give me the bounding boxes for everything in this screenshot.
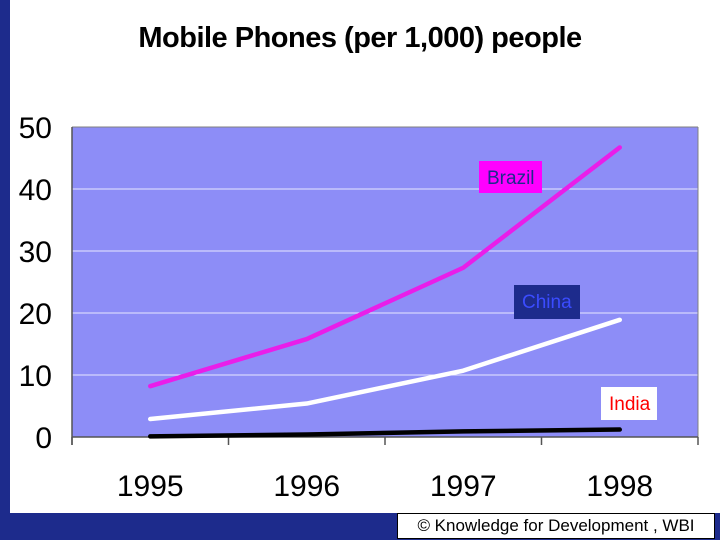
chart-title: Mobile Phones (per 1,000) people [138, 22, 582, 54]
x-axis-ticks: 1995 1996 1997 1998 [117, 470, 653, 503]
credit-footer: © Knowledge for Development , WBI [397, 513, 715, 539]
series-line-brazil [148, 145, 622, 389]
series-line-china [148, 317, 622, 422]
y-tick-label: 50 [19, 112, 52, 145]
series-label-brazil: Brazil [479, 161, 542, 193]
y-tick-label: 30 [19, 236, 52, 269]
line-chart: 0 10 20 30 40 50 1995 1996 1997 1998 [19, 112, 699, 503]
y-tick-label: 0 [35, 422, 52, 455]
series-label-china: China [514, 285, 580, 319]
y-tick-label: 10 [19, 360, 52, 393]
x-tick-label: 1997 [430, 470, 497, 503]
x-tick-label: 1996 [273, 470, 340, 503]
y-axis-ticks: 0 10 20 30 40 50 [19, 112, 52, 455]
left-frame-bar [0, 0, 10, 540]
y-tick-label: 40 [19, 174, 52, 207]
x-tick-label: 1998 [586, 470, 653, 503]
y-tick-label: 20 [19, 298, 52, 331]
series-line-india [148, 427, 622, 439]
x-tick-label: 1995 [117, 470, 184, 503]
series-lines [148, 145, 622, 439]
series-label-india: India [601, 387, 657, 420]
